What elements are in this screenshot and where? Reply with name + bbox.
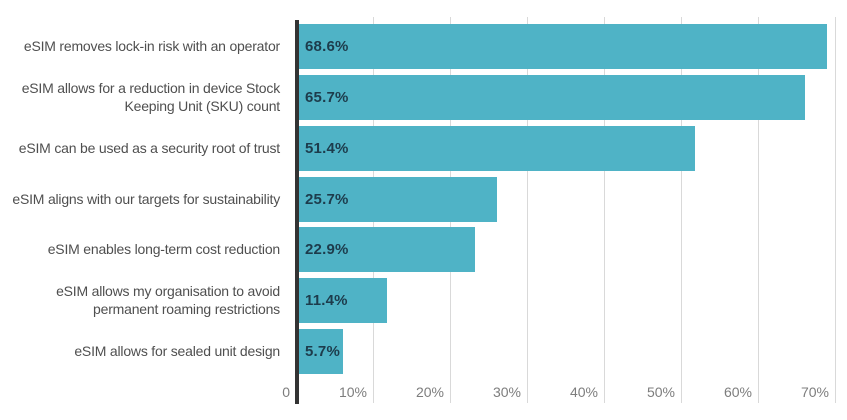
y-axis-line <box>295 20 299 404</box>
category-label: eSIM removes lock-in risk with an operat… <box>23 37 280 54</box>
x-tick-label: 40% <box>569 384 598 400</box>
x-gridline <box>835 17 836 403</box>
category-label: eSIM allows my organisation to avoid per… <box>56 283 280 317</box>
category-label: eSIM aligns with our targets for sustain… <box>12 190 280 207</box>
bar-value-label: 25.7% <box>305 191 349 208</box>
bar-value-label: 5.7% <box>305 343 340 360</box>
bar: 5.7% <box>299 329 343 374</box>
x-tick-label: 0 <box>282 384 290 400</box>
x-tick-label: 30% <box>492 384 521 400</box>
category-label: eSIM can be used as a security root of t… <box>18 139 280 156</box>
bar: 51.4% <box>299 126 695 171</box>
x-gridline <box>527 17 528 403</box>
x-tick-label: 50% <box>646 384 675 400</box>
x-tick-label: 60% <box>723 384 752 400</box>
x-tick-label: 10% <box>338 384 367 400</box>
x-tick-label: 20% <box>415 384 444 400</box>
bar-value-label: 11.4% <box>305 292 348 309</box>
bar: 11.4% <box>299 278 387 323</box>
x-gridline <box>604 17 605 403</box>
bar-value-label: 68.6% <box>305 38 349 55</box>
x-gridline <box>681 17 682 403</box>
x-tick-label: 70% <box>800 384 829 400</box>
bar-value-label: 51.4% <box>305 140 349 157</box>
bar: 25.7% <box>299 177 497 222</box>
category-label: eSIM enables long-term cost reduction <box>47 240 280 257</box>
x-gridline <box>758 17 759 403</box>
bar-value-label: 65.7% <box>305 89 349 106</box>
bar: 65.7% <box>299 75 805 120</box>
category-label: eSIM allows for a reduction in device St… <box>21 80 281 114</box>
bar-value-label: 22.9% <box>305 241 349 258</box>
category-label: eSIM allows for sealed unit design <box>74 342 280 359</box>
bar: 22.9% <box>299 227 475 272</box>
bar: 68.6% <box>299 24 827 69</box>
